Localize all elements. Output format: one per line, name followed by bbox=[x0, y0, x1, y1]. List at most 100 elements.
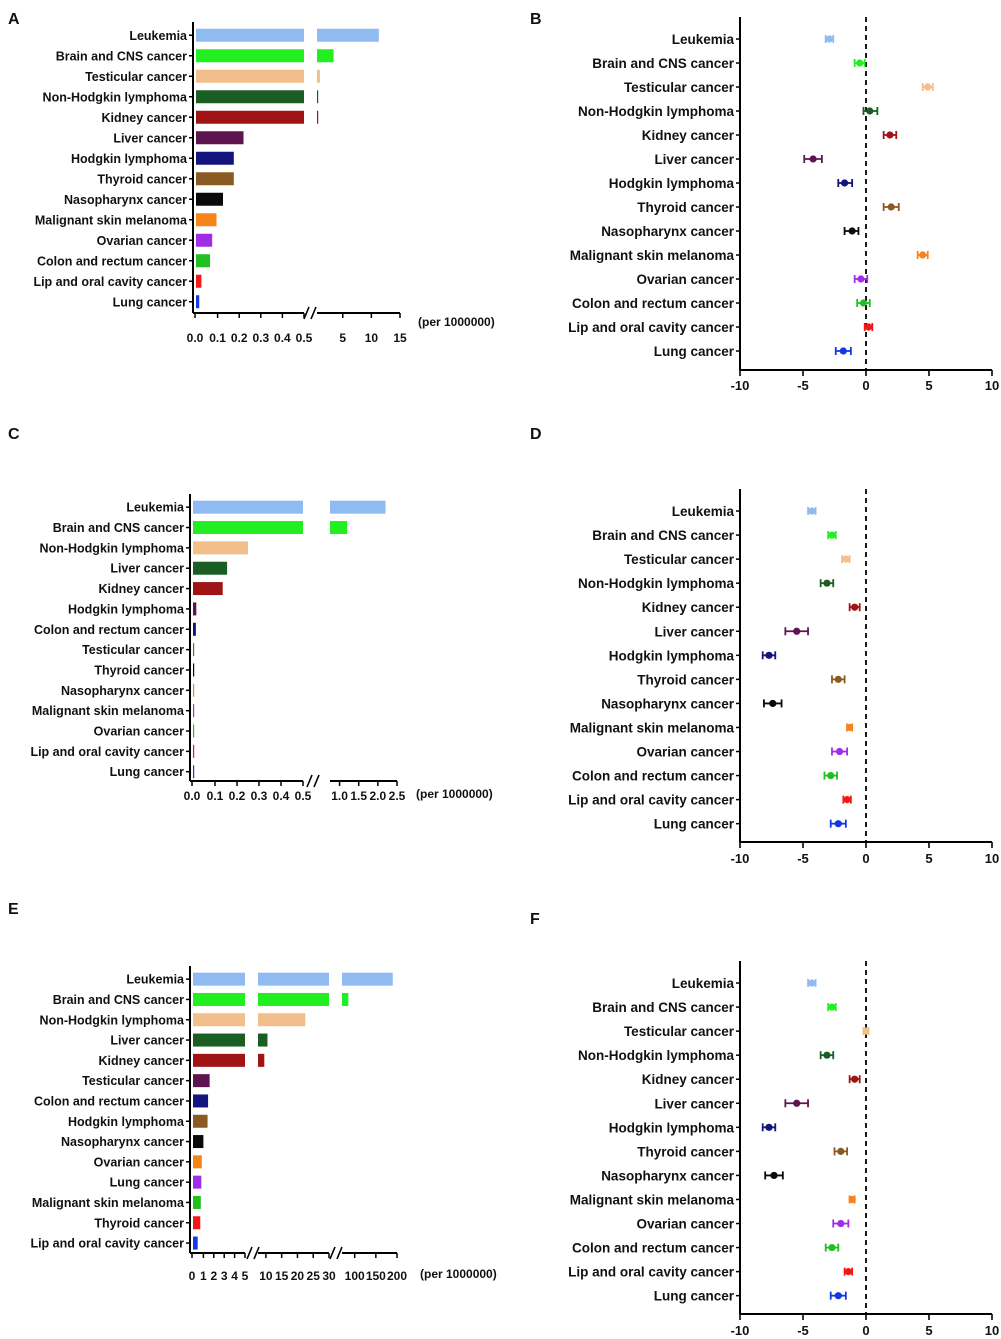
panel-e-category-label: Liver cancer bbox=[110, 1034, 184, 1048]
panel-b-category-label: Ovarian cancer bbox=[636, 272, 734, 287]
panel-f-category-label: Colon and rectum cancer bbox=[572, 1241, 735, 1256]
panel-f-point-kidney-cancer bbox=[851, 1075, 859, 1083]
panel-c-x-tick-label: 0.2 bbox=[229, 789, 246, 803]
panel-b-chart: Leukemia Brain and CNS cancer Testicular c… bbox=[568, 17, 999, 393]
panel-e-x-tick-label: 1 bbox=[200, 1269, 207, 1283]
panel-e-x-tick-label: 4 bbox=[231, 1269, 238, 1283]
panel-b-x-tick-label: -5 bbox=[797, 378, 809, 393]
panel-d-category-label: Hodgkin lymphoma bbox=[609, 648, 735, 663]
panel-e-category-label: Kidney cancer bbox=[99, 1054, 185, 1068]
panel-a-bar-liver-cancer bbox=[196, 131, 244, 145]
panel-c-bar-hodgkin-lymphoma bbox=[193, 602, 197, 616]
panel-b-point-lung-cancer bbox=[839, 347, 847, 355]
panel-e-axis-break bbox=[246, 1246, 253, 1260]
panel-d-x-tick-label: -5 bbox=[797, 851, 809, 866]
panel-e-x-tick-label: 20 bbox=[291, 1269, 305, 1283]
panel-f-category-label: Leukemia bbox=[672, 976, 735, 991]
panel-d-category-label: Malignant skin melanoma bbox=[570, 720, 735, 735]
panel-d-x-tick-label: 0 bbox=[862, 851, 869, 866]
panel-b-category-label: Non-Hodgkin lymphoma bbox=[578, 104, 734, 119]
panel-c-category-label: Liver cancer bbox=[110, 562, 184, 576]
panel-b-category-label: Hodgkin lymphoma bbox=[609, 176, 735, 191]
panel-c-bar-testicular-cancer bbox=[193, 643, 195, 657]
panel-b-point-hodgkin-lymphoma bbox=[840, 179, 849, 187]
panel-a-axis-break bbox=[310, 306, 317, 320]
panel-c-axis-break bbox=[313, 774, 320, 788]
panel-c-x-tick-label: 0.1 bbox=[207, 789, 224, 803]
panel-d-category-label: Colon and rectum cancer bbox=[572, 769, 735, 784]
panel-f-chart: Leukemia Brain and CNS cancer Testicular c… bbox=[568, 961, 999, 1338]
panel-b-category-label: Lung cancer bbox=[654, 344, 735, 359]
panel-e-category-label: Colon and rectum cancer bbox=[34, 1094, 184, 1108]
panel-c-x-tick-label: 0.4 bbox=[273, 789, 290, 803]
panel-c-category-label: Testicular cancer bbox=[82, 643, 184, 657]
panel-e-bar-kidney-cancer bbox=[193, 1053, 245, 1067]
panel-e-x-tick-label: 10 bbox=[259, 1269, 273, 1283]
panel-d-category-label: Brain and CNS cancer bbox=[592, 528, 735, 543]
panel-c-bar-leukemia bbox=[193, 500, 303, 514]
panel-a-bar-testicular-cancer-seg2 bbox=[317, 69, 320, 83]
panel-c-category-label: Leukemia bbox=[126, 501, 185, 515]
panel-e-axis-break bbox=[336, 1246, 343, 1260]
panel-e-bar-hodgkin-lymphoma bbox=[193, 1114, 208, 1128]
panel-e-chart: Leukemia Brain and CNS cancer Non-Hodgkin … bbox=[30, 966, 497, 1283]
panel-a-x-tick-label: 0.4 bbox=[274, 331, 291, 345]
panel-a-bar-kidney-cancer-seg2 bbox=[317, 110, 319, 124]
panel-b-category-label: Thyroid cancer bbox=[637, 200, 735, 215]
panel-e-x-tick-label: 25 bbox=[307, 1269, 321, 1283]
panel-b-label: B bbox=[530, 11, 542, 28]
panel-c-category-label: Colon and rectum cancer bbox=[34, 623, 184, 637]
panel-f-point-malignant-skin-melanoma bbox=[848, 1195, 856, 1204]
panel-b-point-brain-and-cns-cancer bbox=[856, 59, 864, 67]
panel-f-category-label: Liver cancer bbox=[654, 1096, 734, 1111]
panel-a-category-label: Non-Hodgkin lymphoma bbox=[43, 90, 188, 104]
panel-d-category-label: Lip and oral cavity cancer bbox=[568, 793, 735, 808]
panel-c-bar-liver-cancer bbox=[193, 561, 228, 575]
panel-e-category-label: Ovarian cancer bbox=[94, 1155, 184, 1169]
panel-a-x-tick-label: 0.3 bbox=[252, 331, 269, 345]
panel-a-bar-malignant-skin-melanoma bbox=[196, 213, 217, 227]
panel-a-category-label: Thyroid cancer bbox=[97, 172, 187, 186]
panel-f-x-tick-label: 10 bbox=[985, 1323, 999, 1338]
panel-a-bar-lung-cancer bbox=[196, 295, 200, 309]
panel-a-category-label: Ovarian cancer bbox=[97, 234, 187, 248]
panel-b-point-malignant-skin-melanoma bbox=[919, 251, 927, 259]
panel-a-category-label: Malignant skin melanoma bbox=[35, 213, 188, 227]
panel-c-x-tick-label: 2.5 bbox=[389, 789, 406, 803]
panel-d-category-label: Thyroid cancer bbox=[637, 672, 735, 687]
panel-b-category-label: Nasopharynx cancer bbox=[601, 224, 735, 239]
panel-e-x-tick-label: 2 bbox=[210, 1269, 217, 1283]
panel-f-point-ovarian-cancer bbox=[837, 1219, 845, 1228]
panel-b-category-label: Brain and CNS cancer bbox=[592, 56, 735, 71]
panel-a-category-label: Kidney cancer bbox=[102, 111, 188, 125]
panel-a-bar-leukemia bbox=[196, 28, 304, 42]
panel-f-category-label: Hodgkin lymphoma bbox=[609, 1120, 735, 1135]
panel-e-category-label: Thyroid cancer bbox=[94, 1216, 184, 1230]
panel-b-category-label: Liver cancer bbox=[654, 152, 734, 167]
panel-a-bar-brain-and-cns-cancer bbox=[196, 49, 304, 63]
panel-d-label: D bbox=[530, 426, 542, 443]
panel-e-bar-leukemia-seg3 bbox=[342, 972, 393, 986]
panel-e-x-tick-label: 15 bbox=[275, 1269, 289, 1283]
panel-c-label: C bbox=[8, 426, 20, 443]
panel-c-x-tick-label: 1.5 bbox=[350, 789, 367, 803]
panel-d-category-label: Ovarian cancer bbox=[636, 745, 734, 760]
panel-b-x-tick-label: -10 bbox=[731, 378, 750, 393]
panel-b-point-colon-and-rectum-cancer bbox=[859, 299, 868, 307]
panel-d-point-thyroid-cancer bbox=[834, 675, 842, 683]
panel-f-point-hodgkin-lymphoma bbox=[765, 1123, 773, 1131]
panel-a-bar-thyroid-cancer bbox=[196, 172, 234, 186]
panel-a-category-label: Lung cancer bbox=[113, 295, 187, 309]
panel-a-category-label: Testicular cancer bbox=[85, 70, 187, 84]
panel-d-chart: Leukemia Brain and CNS cancer Testicular c… bbox=[568, 489, 999, 866]
panel-a-bar-nasopharynx-cancer bbox=[196, 192, 223, 206]
panel-d-x-tick-label: 10 bbox=[985, 851, 999, 866]
panel-e-bar-brain-and-cns-cancer-seg2 bbox=[258, 992, 329, 1006]
panel-a-category-label: Lip and oral cavity cancer bbox=[33, 275, 187, 289]
panel-e-x-tick-label: 150 bbox=[366, 1269, 386, 1283]
panel-c-category-label: Lip and oral cavity cancer bbox=[30, 745, 184, 759]
panel-c-chart: Leukemia Brain and CNS cancer Non-Hodgkin … bbox=[30, 494, 493, 803]
panel-a-category-label: Nasopharynx cancer bbox=[64, 193, 187, 207]
panel-c-bar-colon-and-rectum-cancer bbox=[193, 622, 196, 636]
